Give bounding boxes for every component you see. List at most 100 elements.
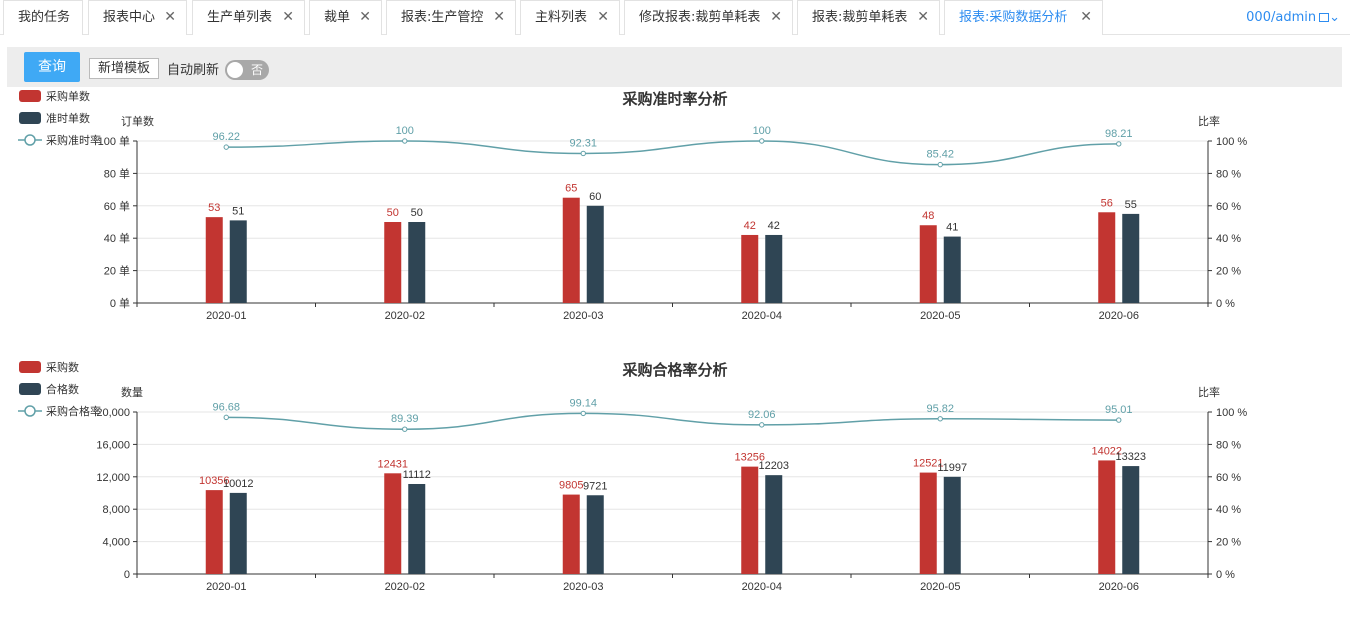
bar-primary	[1098, 460, 1116, 574]
bar-data-label: 12521	[913, 458, 944, 470]
bar-primary	[205, 490, 223, 574]
rate-data-label: 92.06	[748, 409, 776, 421]
tab-purchase-analysis[interactable]: 报表:采购数据分析 ✕	[944, 0, 1103, 35]
rate-point	[402, 138, 408, 144]
bar-secondary	[943, 476, 961, 574]
y2-tick-label: 100 %	[1216, 136, 1247, 148]
bar-secondary	[586, 205, 604, 303]
tab-my-tasks[interactable]: 我的任务	[3, 0, 83, 35]
bar-data-label: 50	[387, 207, 399, 219]
bar-data-label: 42	[768, 220, 780, 232]
tab-cutting-order[interactable]: 裁单 ✕	[309, 0, 382, 35]
chevron-down-icon: ⌄	[1329, 10, 1340, 25]
bar-data-label: 12203	[758, 460, 789, 472]
tab-cutting-consumption[interactable]: 报表:裁剪单耗表 ✕	[797, 0, 940, 35]
bar-data-label: 48	[922, 210, 934, 222]
tab-production-control[interactable]: 报表:生产管控 ✕	[386, 0, 516, 35]
legend-label: 采购数	[46, 360, 79, 374]
bar-secondary	[229, 220, 247, 303]
y-tick-label: 80 单	[104, 167, 130, 180]
bar-data-label: 12431	[377, 458, 408, 470]
y2-tick-label: 60 %	[1216, 472, 1241, 484]
rate-data-label: 85.42	[926, 149, 954, 161]
legend-label: 合格数	[46, 382, 79, 396]
rate-point	[580, 150, 586, 157]
y2-tick-label: 60 %	[1216, 201, 1241, 213]
close-icon[interactable]: ✕	[1080, 9, 1092, 25]
chart-title: 采购准时率分析	[621, 90, 727, 108]
y2-tick-label: 80 %	[1216, 439, 1241, 451]
rate-data-label: 89.39	[391, 413, 419, 425]
bar-secondary	[229, 492, 247, 574]
close-icon[interactable]: ✕	[359, 9, 371, 25]
bar-data-label: 11997	[937, 462, 967, 474]
bar-secondary	[943, 236, 961, 303]
user-menu[interactable]: 000/admin ⌄	[1246, 0, 1340, 35]
toggle-knob	[227, 62, 243, 78]
tab-label: 生产单列表	[207, 10, 273, 25]
y-tick-label: 0 单	[110, 297, 130, 310]
legend-swatch-marker	[24, 405, 36, 417]
tab-edit-cutting-consumption[interactable]: 修改报表:裁剪单耗表 ✕	[624, 0, 793, 35]
close-icon[interactable]: ✕	[282, 9, 294, 25]
close-icon[interactable]: ✕	[164, 9, 176, 25]
tab-report-center[interactable]: 报表中心 ✕	[88, 0, 187, 35]
close-icon[interactable]: ✕	[493, 9, 505, 25]
bar-data-label: 11112	[403, 469, 431, 481]
auto-refresh-label: 自动刷新	[167, 63, 220, 78]
bar-primary	[741, 234, 759, 303]
y-tick-label: 12,000	[96, 472, 130, 484]
x-tick-label: 2020-05	[920, 310, 960, 322]
y-tick-label: 40 单	[104, 232, 130, 245]
x-tick-label: 2020-06	[1099, 310, 1139, 322]
new-template-button[interactable]: 新增模板	[89, 58, 159, 79]
legend-label: 采购合格率	[46, 404, 101, 418]
bar-primary	[384, 222, 402, 303]
tab-label: 主料列表	[535, 10, 588, 25]
x-tick-label: 2020-04	[742, 310, 782, 322]
bar-secondary	[408, 483, 426, 574]
tab-main-material-list[interactable]: 主料列表 ✕	[520, 0, 620, 35]
bar-primary	[384, 473, 402, 574]
y2-tick-label: 40 %	[1216, 504, 1241, 516]
auto-refresh-toggle[interactable]: 否	[225, 60, 269, 80]
y2-tick-label: 40 %	[1216, 233, 1241, 245]
close-icon[interactable]: ✕	[770, 9, 782, 25]
rate-data-label: 100	[396, 125, 414, 137]
y-tick-label: 20 单	[104, 265, 130, 278]
y-tick-label: 0	[124, 569, 130, 581]
close-icon[interactable]: ✕	[597, 9, 609, 25]
x-tick-label: 2020-01	[206, 581, 246, 593]
y2-tick-label: 20 %	[1216, 266, 1241, 278]
tab-label: 报表:裁剪单耗表	[812, 10, 908, 25]
toolbar: 查询 新增模板 自动刷新 否	[7, 47, 1342, 87]
x-tick-label: 2020-03	[563, 581, 603, 593]
bar-data-label: 51	[232, 205, 244, 217]
close-icon[interactable]: ✕	[917, 9, 929, 25]
y2-axis-name: 比率	[1198, 385, 1220, 399]
bar-primary	[919, 472, 937, 574]
tab-production-list[interactable]: 生产单列表 ✕	[192, 0, 305, 35]
legend-label: 采购准时率	[46, 133, 101, 147]
rate-data-label: 92.31	[569, 137, 597, 149]
bar-data-label: 13323	[1115, 451, 1146, 463]
rate-point	[1116, 417, 1122, 423]
y-axis-name: 订单数	[121, 115, 154, 128]
query-button[interactable]: 查询	[24, 52, 80, 82]
bar-data-label: 9721	[583, 480, 607, 492]
rate-point	[580, 410, 586, 417]
tab-bar: 我的任务 报表中心 ✕ 生产单列表 ✕ 裁单 ✕ 报表:生产管控 ✕ 主料列表 …	[0, 0, 1350, 35]
rate-line	[226, 140, 1119, 166]
bar-data-label: 60	[589, 191, 601, 203]
bar-data-label: 13256	[734, 452, 765, 464]
y-tick-label: 100 单	[98, 135, 130, 148]
bar-data-label: 14022	[1091, 445, 1122, 457]
rate-point	[1116, 141, 1122, 147]
x-tick-label: 2020-02	[385, 581, 425, 593]
chart-title: 采购合格率分析	[621, 361, 727, 379]
legend-label: 准时单数	[46, 112, 90, 125]
y-tick-label: 8,000	[102, 504, 130, 516]
bar-data-label: 42	[744, 220, 756, 232]
y2-tick-label: 0 %	[1216, 569, 1235, 581]
